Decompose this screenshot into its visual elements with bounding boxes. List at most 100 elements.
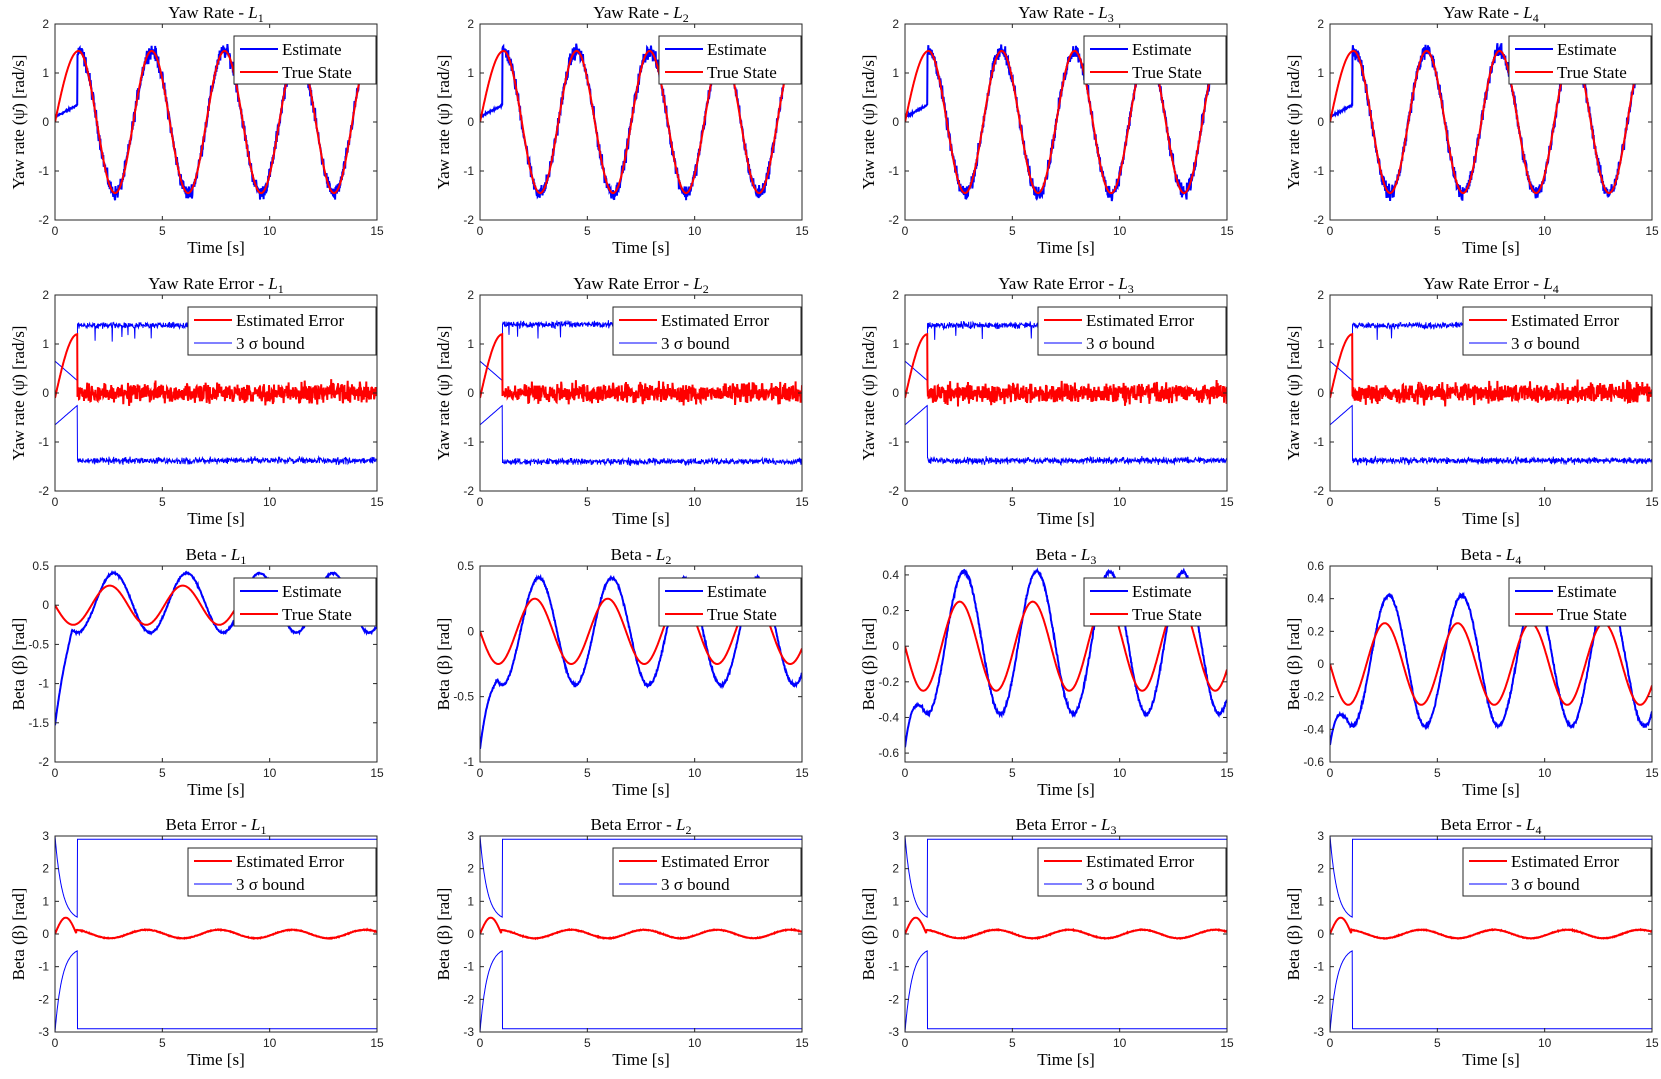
x-tick-label: 5 [584, 495, 591, 509]
x-tick-label: 10 [1113, 495, 1127, 509]
series-3sigma-lower [55, 950, 377, 1032]
y-tick-label: 1 [1317, 337, 1324, 351]
y-tick-label: 2 [467, 288, 474, 302]
y-tick-label: -1.5 [28, 716, 49, 730]
y-tick-label: 3 [892, 829, 899, 843]
gain-subscript: 3 [1090, 553, 1096, 567]
gain-subscript: 2 [703, 282, 709, 296]
y-tick-label: 1 [42, 894, 49, 908]
legend: Estimate True State [1083, 577, 1227, 627]
x-tick-label: 5 [1009, 766, 1016, 780]
gain-subscript: 4 [1533, 11, 1539, 25]
gain-subscript: 2 [683, 11, 689, 25]
title-text: Yaw Rate - [168, 3, 248, 22]
y-tick-label: 0 [42, 115, 49, 129]
series-estimated-error [480, 332, 802, 406]
y-tick-label: 1 [42, 66, 49, 80]
x-tick-label: 5 [1009, 1036, 1016, 1050]
y-tick-label: 0 [1317, 386, 1324, 400]
y-axis-label: Beta (β) [rad] [434, 618, 453, 711]
x-tick-label: 10 [688, 224, 702, 238]
y-tick-label: -0.4 [878, 710, 899, 724]
y-tick-label: -2 [1313, 213, 1324, 227]
x-tick-label: 0 [1327, 495, 1334, 509]
title-text: Yaw Rate - [1443, 3, 1523, 22]
legend: Estimated Error 3 σ bound [187, 847, 377, 897]
x-tick-label: 5 [1434, 1036, 1441, 1050]
legend-entry: 3 σ bound [1086, 334, 1155, 353]
y-tick-label: -3 [888, 1025, 899, 1039]
y-tick-label: -0.5 [453, 690, 474, 704]
title-text: Yaw Rate Error - [148, 274, 268, 293]
y-tick-label: -2 [1313, 484, 1324, 498]
x-tick-label: 15 [370, 224, 384, 238]
x-tick-label: 15 [1645, 224, 1659, 238]
series-true-state [1330, 49, 1652, 195]
subplot-yaw-4: 0 5 10 15 -2 -1 0 1 2 Yaw Rate - L4 Time [s] Yaw ra… [1284, 3, 1659, 257]
series-3sigma-lower [1330, 950, 1652, 1032]
x-axis-label: Time [s] [1462, 238, 1519, 257]
y-tick-label: -1 [38, 677, 49, 691]
legend-entry: Estimate [1557, 582, 1616, 601]
y-tick-label: -2 [888, 213, 899, 227]
y-tick-label: -0.5 [28, 637, 49, 651]
x-tick-label: 0 [902, 1036, 909, 1050]
series-estimated-error [1330, 332, 1652, 407]
y-axis-label: Yaw rate (ψ̇) [rad/s] [434, 326, 453, 461]
series-3sigma-lower [480, 404, 802, 467]
legend-entry: Estimate [282, 582, 341, 601]
series-3sigma-upper [905, 836, 1227, 918]
y-tick-label: -0.2 [878, 675, 899, 689]
subplot-title: Beta Error - L3 [1016, 815, 1117, 837]
x-tick-label: 0 [52, 224, 59, 238]
y-tick-label: -3 [38, 1025, 49, 1039]
legend-entry: 3 σ bound [236, 875, 305, 894]
y-tick-label: 0.4 [1307, 592, 1324, 606]
subplot-title: Beta Error - L2 [591, 815, 692, 837]
legend-entry: True State [1557, 605, 1627, 624]
y-axis-label: Yaw rate (ψ̇) [rad/s] [1284, 326, 1303, 461]
y-tick-label: -0.6 [1303, 755, 1324, 769]
legend-box [233, 35, 377, 85]
series-3sigma-upper [1330, 836, 1652, 918]
y-tick-label: -1 [888, 164, 899, 178]
x-tick-label: 10 [1113, 1036, 1127, 1050]
y-tick-label: 0 [892, 386, 899, 400]
y-tick-label: -1 [888, 960, 899, 974]
legend: Estimated Error 3 σ bound [1462, 847, 1652, 897]
series-estimated-error [905, 916, 1227, 941]
title-text: Beta - [611, 545, 656, 564]
gain-subscript: 2 [665, 553, 671, 567]
y-tick-label: -2 [1313, 992, 1324, 1006]
legend-box [187, 306, 377, 356]
y-tick-label: 2 [1317, 862, 1324, 876]
title-text: Yaw Rate Error - [998, 274, 1118, 293]
x-axis-label: Time [s] [187, 1050, 244, 1069]
y-tick-label: 0.4 [882, 568, 899, 582]
x-axis-label: Time [s] [1462, 780, 1519, 799]
y-axis-label: Beta (β) [rad] [434, 888, 453, 981]
series-3sigma-lower [1330, 404, 1652, 466]
title-text: Beta Error - [591, 815, 676, 834]
legend: Estimated Error 3 σ bound [612, 847, 802, 897]
y-tick-label: 1 [892, 337, 899, 351]
legend-entry: Estimated Error [1086, 852, 1194, 871]
legend-box [1508, 577, 1652, 627]
y-tick-label: 0 [467, 115, 474, 129]
legend: Estimate True State [658, 577, 802, 627]
gain-subscript: 4 [1553, 282, 1559, 296]
legend: Estimate True State [1508, 35, 1652, 85]
series-3sigma-upper [480, 836, 802, 918]
legend-box [658, 577, 802, 627]
x-tick-label: 15 [1645, 495, 1659, 509]
legend: Estimate True State [233, 35, 377, 85]
y-tick-label: -1 [1313, 164, 1324, 178]
subplot-yawerr-4: 0 5 10 15 -2 -1 0 1 2 Yaw Rate Error - L4 Time [s]… [1284, 274, 1659, 528]
y-tick-label: 0 [467, 927, 474, 941]
axes-box [54, 565, 378, 763]
gain-subscript: 1 [258, 11, 264, 25]
x-axis-label: Time [s] [1037, 238, 1094, 257]
x-tick-label: 5 [584, 1036, 591, 1050]
